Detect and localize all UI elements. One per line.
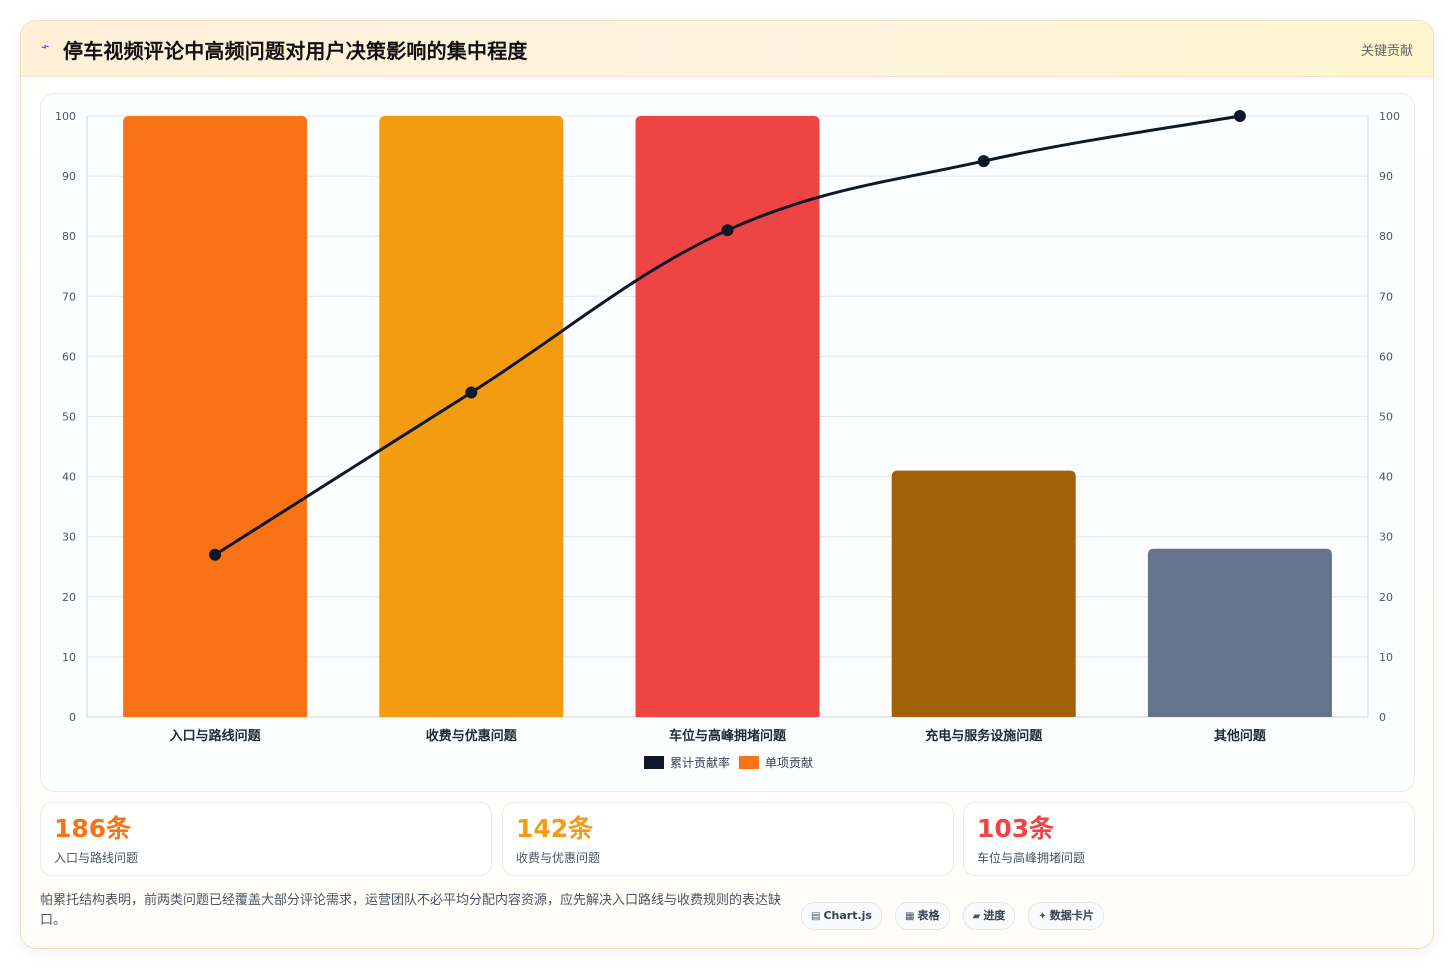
y2-tick-label: 60: [1379, 350, 1393, 363]
table-icon: ▦: [905, 911, 915, 922]
badge-label: Chart.js: [823, 909, 872, 922]
y-tick-label: 10: [62, 651, 76, 664]
y2-tick-label: 0: [1379, 711, 1386, 724]
legend-swatch-single: [739, 756, 759, 769]
badge-table[interactable]: ▦ 表格: [895, 902, 950, 930]
badge-data-card[interactable]: ✦ 数据卡片: [1028, 902, 1104, 930]
stat-label: 收费与优惠问题: [516, 851, 601, 865]
badge-label: 进度: [983, 909, 1006, 922]
badge-label: 表格: [917, 909, 940, 922]
sparkle-icon: ✦: [1038, 911, 1047, 922]
y2-tick-label: 30: [1379, 531, 1393, 544]
y-tick-label: 30: [62, 531, 76, 544]
legend-label-cumulative: 累计贡献率: [670, 755, 730, 770]
bar-4: [891, 470, 1076, 717]
pareto-chart-panel: 0 10 20 30 40 50 60 70 80 90 100 0 10 20 30 40 50 60 70 80 9…: [40, 93, 1415, 792]
cumulative-point-5: [1233, 110, 1246, 122]
cumulative-point-2: [465, 386, 478, 399]
pareto-chart: 0 10 20 30 40 50 60 70 80 90 100 0 10 20 30 40 50 60 70 80 9…: [55, 110, 1400, 770]
stat-card-entrance-route: 186条 入口与路线问题: [40, 802, 492, 876]
y-tick-label: 50: [62, 411, 76, 424]
card-header: ⌁ 停车视频评论中高频问题对用户决策影响的集中程度 关键贡献: [21, 21, 1433, 77]
y2-tick-label: 100: [1379, 110, 1400, 123]
stat-label: 入口与路线问题: [54, 851, 139, 865]
badge-progress[interactable]: ▰ 进度: [962, 902, 1016, 930]
stat-label: 车位与高峰拥堵问题: [977, 851, 1086, 865]
badge-label: 数据卡片: [1049, 909, 1094, 922]
y2-tick-label: 50: [1379, 411, 1393, 424]
x-tick-label: 充电与服务设施问题: [925, 728, 1043, 744]
x-tick-label: 车位与高峰拥堵问题: [669, 728, 787, 744]
bar-5: [1147, 548, 1332, 717]
y2-tick-label: 20: [1379, 591, 1393, 604]
bar-3: [635, 116, 820, 717]
chart-card: ⌁ 停车视频评论中高频问题对用户决策影响的集中程度 关键贡献 0 10 20 30 40…: [20, 20, 1434, 949]
tech-badges: ▤ Chart.js ▦ 表格 ▰ 进度 ✦ 数据卡片: [801, 902, 1112, 930]
cumulative-point-1: [209, 548, 222, 561]
y2-tick-label: 10: [1379, 651, 1393, 664]
progress-icon: ▰: [972, 911, 981, 922]
y-tick-label: 80: [62, 230, 76, 243]
stat-value: 103条: [977, 814, 1055, 843]
stat-card-fee-discount: 142条 收费与优惠问题: [502, 802, 954, 876]
stat-value: 142条: [516, 814, 594, 843]
y2-tick-label: 70: [1379, 290, 1393, 303]
y2-tick-label: 80: [1379, 230, 1393, 243]
y-tick-label: 90: [62, 170, 76, 183]
cumulative-point-4: [977, 155, 990, 168]
chart-icon: ▤: [811, 911, 821, 922]
y2-tick-label: 90: [1379, 170, 1393, 183]
badge-chartjs[interactable]: ▤ Chart.js: [801, 902, 882, 930]
y-tick-label: 100: [55, 110, 76, 123]
stat-card-peak-congestion: 103条 车位与高峰拥堵问题: [963, 802, 1415, 876]
x-tick-label: 入口与路线问题: [170, 728, 262, 744]
bar-1: [123, 116, 308, 717]
header-key-contribution-label: 关键贡献: [1360, 44, 1413, 59]
y-tick-label: 40: [62, 471, 76, 484]
x-tick-label: 收费与优惠问题: [426, 728, 518, 744]
bar-2: [379, 116, 564, 717]
cumulative-point-3: [721, 224, 734, 237]
page-title: 停车视频评论中高频问题对用户决策影响的集中程度: [63, 39, 528, 63]
y-tick-label: 20: [62, 591, 76, 604]
y-tick-label: 70: [62, 290, 76, 303]
y-tick-label: 0: [69, 711, 76, 724]
footer-note: 帕累托结构表明，前两类问题已经覆盖大部分评论需求，运营团队不必平均分配内容资源，…: [40, 893, 782, 928]
y2-tick-label: 40: [1379, 471, 1393, 484]
legend-label-single: 单项贡献: [765, 755, 813, 770]
y-tick-label: 60: [62, 350, 76, 363]
x-tick-label: 其他问题: [1214, 728, 1267, 744]
legend-swatch-cumulative: [644, 756, 664, 769]
lightning-icon: ⌁: [38, 38, 52, 56]
stat-value: 186条: [54, 814, 132, 843]
